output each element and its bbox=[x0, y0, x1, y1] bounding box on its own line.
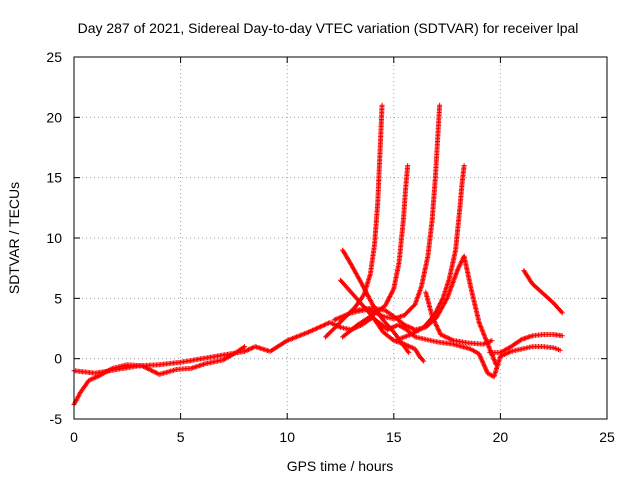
grid bbox=[74, 57, 607, 419]
data-point bbox=[489, 338, 495, 344]
y-axis-label: SDTVAR / TECUs bbox=[6, 182, 22, 294]
data-point bbox=[421, 358, 427, 364]
data-point bbox=[405, 163, 411, 169]
series-arc-a bbox=[71, 315, 563, 380]
x-tick-label: 15 bbox=[386, 429, 402, 445]
x-tick-label: 25 bbox=[599, 429, 615, 445]
y-tick-label: 10 bbox=[46, 230, 62, 246]
series-arc-j bbox=[423, 289, 495, 347]
data-point bbox=[406, 350, 412, 356]
x-tick-label: 0 bbox=[70, 429, 78, 445]
series-arc-l bbox=[521, 268, 565, 316]
y-tick-labels: -5 0 5 10 15 20 25 bbox=[46, 49, 62, 427]
data-point bbox=[557, 347, 563, 353]
x-tick-label: 10 bbox=[279, 429, 295, 445]
x-tick-label: 20 bbox=[493, 429, 509, 445]
y-tick-label: 25 bbox=[46, 49, 62, 65]
series-arc-f bbox=[338, 277, 427, 364]
series-arc-d bbox=[323, 102, 385, 340]
y-tick-label: -5 bbox=[50, 411, 63, 427]
tick-marks bbox=[73, 56, 608, 420]
y-tick-label: 5 bbox=[54, 290, 62, 306]
series-arc-h bbox=[331, 102, 443, 323]
data-marker bbox=[558, 309, 564, 315]
series-arc-b bbox=[71, 344, 248, 408]
data-point bbox=[559, 310, 565, 316]
data-point bbox=[493, 362, 499, 368]
data-point bbox=[437, 102, 443, 108]
x-axis-label: GPS time / hours bbox=[287, 458, 394, 474]
x-tick-label: 5 bbox=[177, 429, 185, 445]
data-point bbox=[379, 102, 385, 108]
x-tick-labels: 0 5 10 15 20 25 bbox=[70, 429, 615, 445]
chart-title: Day 287 of 2021, Sidereal Day-to-day VTE… bbox=[78, 20, 579, 36]
y-tick-label: 15 bbox=[46, 170, 62, 186]
y-tick-label: 20 bbox=[46, 109, 62, 125]
data-point bbox=[242, 344, 248, 350]
y-tick-label: 0 bbox=[54, 351, 62, 367]
series-arc-k bbox=[487, 332, 565, 356]
data-point bbox=[461, 163, 467, 169]
data-point bbox=[559, 333, 565, 339]
data-points bbox=[71, 102, 565, 408]
